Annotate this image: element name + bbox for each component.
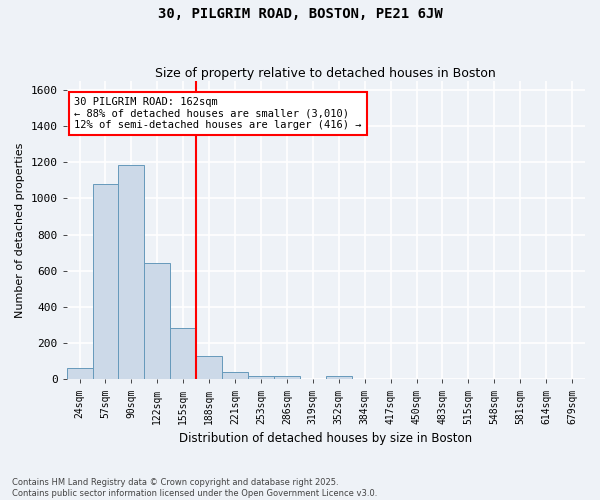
Bar — [222, 372, 248, 380]
X-axis label: Distribution of detached houses by size in Boston: Distribution of detached houses by size … — [179, 432, 472, 445]
Bar — [67, 368, 92, 380]
Bar — [196, 356, 222, 380]
Text: Contains HM Land Registry data © Crown copyright and database right 2025.
Contai: Contains HM Land Registry data © Crown c… — [12, 478, 377, 498]
Bar — [145, 262, 170, 380]
Text: 30, PILGRIM ROAD, BOSTON, PE21 6JW: 30, PILGRIM ROAD, BOSTON, PE21 6JW — [158, 8, 442, 22]
Y-axis label: Number of detached properties: Number of detached properties — [15, 142, 25, 318]
Bar — [248, 376, 274, 380]
Title: Size of property relative to detached houses in Boston: Size of property relative to detached ho… — [155, 66, 496, 80]
Bar — [92, 184, 118, 380]
Bar — [274, 376, 300, 380]
Text: 30 PILGRIM ROAD: 162sqm
← 88% of detached houses are smaller (3,010)
12% of semi: 30 PILGRIM ROAD: 162sqm ← 88% of detache… — [74, 97, 362, 130]
Bar — [118, 165, 145, 380]
Bar — [170, 328, 196, 380]
Bar — [326, 376, 352, 380]
